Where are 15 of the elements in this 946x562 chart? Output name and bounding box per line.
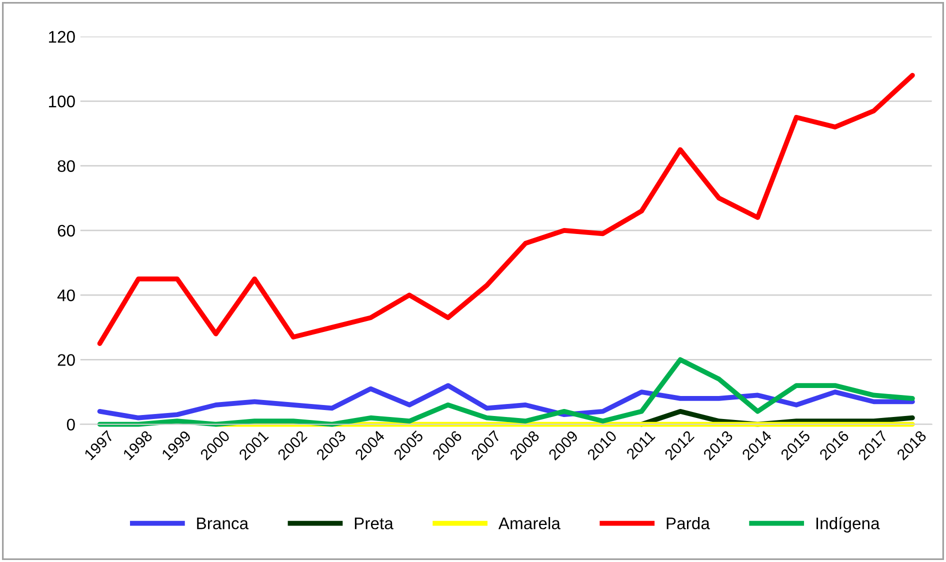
y-tick-label: 120 [49, 30, 75, 43]
legend-label: Parda [666, 517, 710, 530]
y-tick-label: 20 [58, 354, 75, 366]
y-tick-label: 40 [57, 289, 75, 302]
y-tick-label: 60 [58, 224, 75, 237]
line-series [97, 72, 915, 346]
line-series [97, 357, 915, 427]
y-tick-label: 0 [66, 418, 75, 431]
legend-label: Preta [354, 518, 394, 530]
y-tick-label: 100 [49, 96, 75, 108]
y-tick-label: 80 [58, 160, 75, 172]
legend-label: Branca [197, 518, 249, 530]
legend-label: Indígena [816, 516, 880, 533]
legend-label: Amarela [498, 517, 560, 530]
line-series [97, 383, 915, 420]
